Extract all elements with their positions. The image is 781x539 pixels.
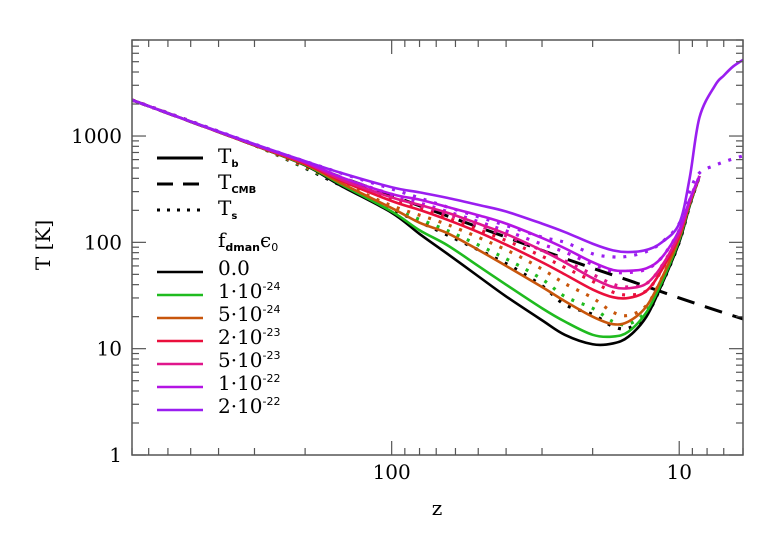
curves xyxy=(132,58,743,347)
title-f-sub: dman xyxy=(225,241,260,254)
y-tick-label: 1 xyxy=(109,443,122,467)
tb-solid-line-6 xyxy=(132,58,743,254)
legend-series-label: 0.0 xyxy=(218,256,250,280)
legend-mantissa: 2·10 xyxy=(218,394,263,418)
title-eps: ϵ xyxy=(260,228,271,252)
y-tick-label: 10 xyxy=(97,337,122,361)
x-tick-label: 10 xyxy=(666,460,691,484)
legend-label: TCMB xyxy=(218,170,256,196)
x-tick-label: 100 xyxy=(373,460,411,484)
legend-series-label: 2·10-23 xyxy=(218,325,281,349)
legend-exponent: -22 xyxy=(263,395,281,408)
legend-label: Tb xyxy=(218,144,239,170)
legend-label-base: T xyxy=(218,144,232,168)
plot-frame xyxy=(131,39,744,456)
legend-label-sub: b xyxy=(231,159,238,170)
legend-label-sub: CMB xyxy=(231,185,256,196)
legend: TbTCMBTsfdmanϵ00.01·10-245·10-242·10-235… xyxy=(157,144,281,418)
legend-param-title: fdmanϵ0 xyxy=(218,228,278,254)
legend-exponent: -23 xyxy=(263,326,281,339)
legend-mantissa: 2·10 xyxy=(218,325,263,349)
legend-mantissa: 1·10 xyxy=(218,371,263,395)
legend-series-label: 5·10-23 xyxy=(218,348,281,372)
legend-mantissa: 1·10 xyxy=(218,279,263,303)
y-tick-label: 100 xyxy=(84,230,122,254)
legend-mantissa: 5·10 xyxy=(218,302,263,326)
legend-mantissa: 5·10 xyxy=(218,348,263,372)
title-f: f xyxy=(218,228,227,252)
legend-exponent: -22 xyxy=(263,372,281,385)
tick-labels: 100 10 1 10 100 1000 xyxy=(71,124,692,484)
legend-series-label: 1·10-22 xyxy=(218,371,281,395)
legend-label-sub: s xyxy=(231,211,237,222)
y-tick-label: 1000 xyxy=(71,124,122,148)
title-eps-sub: 0 xyxy=(271,241,278,254)
ts-dotted-line-2 xyxy=(132,98,702,318)
x-axis-label: z xyxy=(432,496,443,520)
legend-label-base: T xyxy=(218,170,232,194)
y-axis-label: T [K] xyxy=(31,220,55,270)
legend-exponent: -23 xyxy=(263,349,281,362)
legend-exponent: -24 xyxy=(263,280,281,293)
legend-series-label: 5·10-24 xyxy=(218,302,281,326)
legend-label-base: T xyxy=(218,196,232,220)
legend-exponent: -24 xyxy=(263,303,281,316)
legend-series-label: 2·10-22 xyxy=(218,394,281,418)
ts-dotted-line-6 xyxy=(132,98,743,259)
legend-label: Ts xyxy=(218,196,237,222)
legend-series-label: 1·10-24 xyxy=(218,279,281,303)
